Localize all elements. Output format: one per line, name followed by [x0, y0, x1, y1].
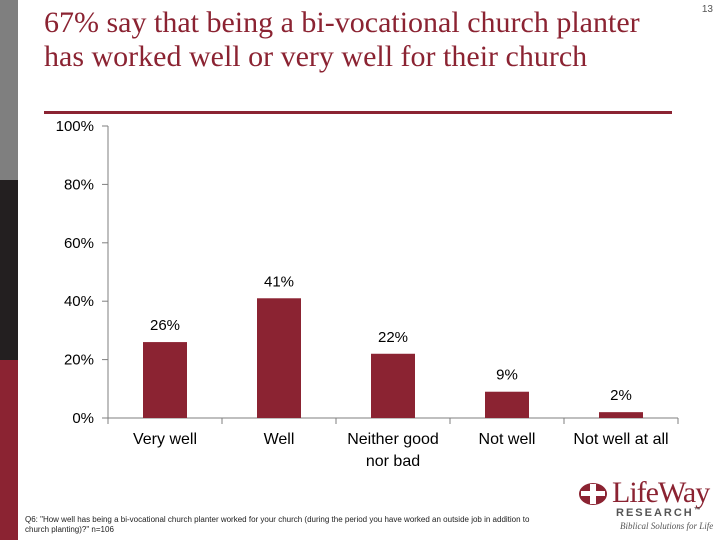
logo-wordmark: LifeWay: [612, 476, 710, 509]
y-tick-label: 80%: [64, 176, 94, 193]
side-bar-red: [0, 360, 18, 540]
data-label: 41%: [264, 273, 294, 290]
footnote: Q6: "How well has being a bi-vocational …: [25, 515, 530, 534]
x-tick-label: Not well at all: [573, 431, 668, 448]
lifeway-research-logo: LifeWay RESEARCH™ Biblical Solutions for…: [576, 476, 716, 536]
logo-research-text: RESEARCH™: [616, 507, 701, 519]
bar: [485, 391, 529, 418]
data-label: 2%: [610, 387, 632, 404]
y-tick-label: 60%: [64, 235, 94, 252]
bar: [371, 353, 415, 418]
logo-tagline: Biblical Solutions for Life: [620, 521, 714, 531]
x-tick-label: Not well: [479, 431, 536, 448]
data-label: 9%: [496, 367, 518, 384]
bar: [599, 412, 643, 418]
side-bar-black: [0, 180, 18, 360]
x-tick-label: nor bad: [366, 453, 420, 470]
y-tick-label: 40%: [64, 293, 94, 310]
lifeway-cross-icon: [579, 483, 607, 505]
data-label: 22%: [378, 329, 408, 346]
x-tick-label: Neither good: [347, 431, 439, 448]
y-tick-label: 0%: [72, 410, 94, 427]
x-tick-label: Very well: [133, 431, 197, 448]
slide-title: 67% say that being a bi-vocational churc…: [44, 6, 640, 73]
title-underline: [44, 111, 672, 114]
y-tick-label: 20%: [64, 352, 94, 369]
bar: [143, 342, 187, 418]
side-bar-gray: [0, 0, 18, 180]
page-number: 13: [701, 4, 713, 15]
data-label: 26%: [150, 317, 180, 334]
y-tick-label: 100%: [56, 118, 94, 135]
x-tick-label: Well: [264, 431, 295, 448]
bar: [257, 298, 301, 418]
